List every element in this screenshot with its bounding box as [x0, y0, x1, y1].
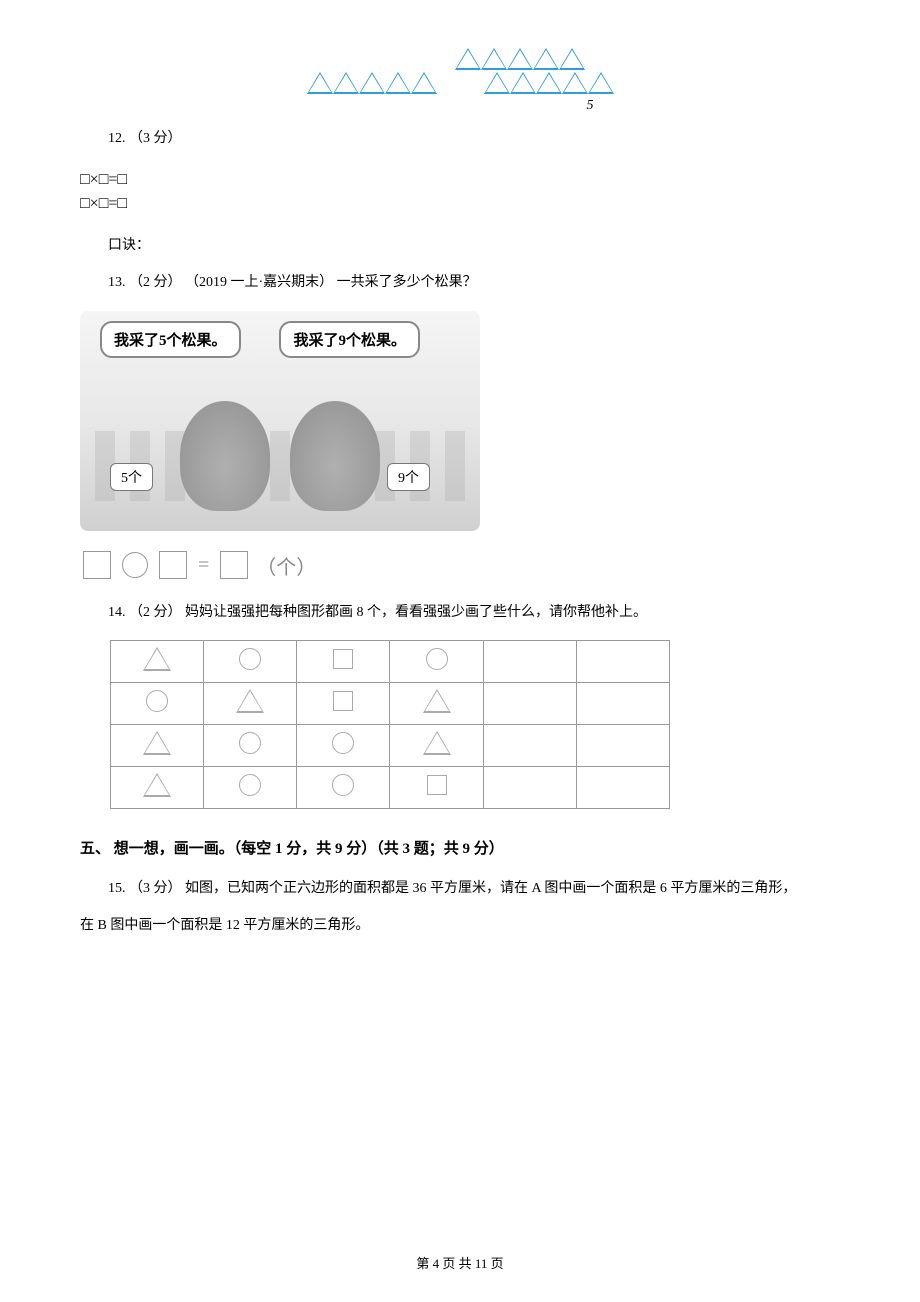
sign-left: 5个: [110, 463, 153, 491]
q14-header: 14. （2 分） 妈妈让强强把每种图形都画 8 个，看看强强少画了些什么，请你…: [80, 600, 840, 625]
q14-number: 14.: [108, 605, 126, 620]
table-cell: [576, 766, 669, 808]
table-cell: [297, 640, 390, 682]
eq-box-1: [83, 551, 111, 579]
eq-op-circle: [122, 552, 148, 578]
table-cell: [204, 766, 297, 808]
table-cell: [111, 766, 204, 808]
table-cell: [204, 640, 297, 682]
table-cell: [483, 766, 576, 808]
q13-points: （2 分）: [129, 275, 182, 290]
table-row: [111, 640, 670, 682]
table-cell: [576, 640, 669, 682]
tri-row-top: [80, 50, 840, 72]
table-row: [111, 682, 670, 724]
q14-points: （2 分）: [129, 605, 182, 620]
table-cell: [390, 766, 483, 808]
table-cell: [483, 724, 576, 766]
q13-illustration: 我采了5个松果。 我采了9个松果。 5个 9个: [80, 311, 480, 531]
table-cell: [111, 682, 204, 724]
table-cell: [297, 682, 390, 724]
table-cell: [297, 724, 390, 766]
eq-unit: （个）: [256, 557, 316, 579]
q12-number: 12.: [108, 131, 126, 146]
table-cell: [390, 682, 483, 724]
q13-equation: = （个）: [80, 551, 840, 580]
table-cell: [576, 724, 669, 766]
triangles-figure: 5: [80, 50, 840, 114]
q14-text: 妈妈让强强把每种图形都画 8 个，看看强强少画了些什么，请你帮他补上。: [185, 605, 647, 620]
squirrel-1: [180, 401, 270, 511]
q15-line1: 15. （3 分） 如图，已知两个正六边形的面积都是 36 平方厘米，请在 A …: [80, 876, 840, 901]
q12-header: 12. （3 分）: [80, 126, 840, 151]
q13-source: （2019 一上·嘉兴期末）: [185, 275, 333, 290]
figure-label-5: 5: [340, 98, 840, 114]
speech-right: 我采了9个松果。: [279, 321, 420, 358]
squirrel-2: [290, 401, 380, 511]
q12-points: （3 分）: [129, 131, 182, 146]
table-cell: [390, 724, 483, 766]
q12-formula-2: □×□=□: [80, 195, 840, 213]
table-cell: [204, 724, 297, 766]
table-row: [111, 724, 670, 766]
q15-text1: 如图，已知两个正六边形的面积都是 36 平方厘米，请在 A 图中画一个面积是 6…: [185, 881, 796, 896]
q12-koujue: 口诀：: [80, 233, 840, 258]
q13-text: 一共采了多少个松果？: [337, 275, 477, 290]
q13-number: 13.: [108, 275, 126, 290]
table-cell: [111, 724, 204, 766]
table-cell: [576, 682, 669, 724]
table-cell: [111, 640, 204, 682]
q14-shapes-table: [110, 640, 670, 809]
sign-right: 9个: [387, 463, 430, 491]
table-cell: [390, 640, 483, 682]
q15-points: （3 分）: [129, 881, 182, 896]
section-5-title: 五、 想一想，画一画。（每空 1 分，共 9 分）（共 3 题；共 9 分）: [80, 837, 840, 858]
speech-left: 我采了5个松果。: [100, 321, 241, 358]
table-cell: [483, 682, 576, 724]
eq-box-3: [220, 551, 248, 579]
table-cell: [297, 766, 390, 808]
q12-formula-block: □×□=□ □×□=□: [80, 171, 840, 213]
table-row: [111, 766, 670, 808]
tri-row-bottom: [80, 74, 840, 96]
eq-box-2: [159, 551, 187, 579]
q15-number: 15.: [108, 881, 126, 896]
q13-header: 13. （2 分） （2019 一上·嘉兴期末） 一共采了多少个松果？: [80, 270, 840, 295]
table-cell: [483, 640, 576, 682]
page-footer: 第 4 页 共 11 页: [0, 1253, 920, 1272]
q12-formula-1: □×□=□: [80, 171, 840, 189]
q15-line2: 在 B 图中画一个面积是 12 平方厘米的三角形。: [80, 913, 840, 938]
table-cell: [204, 682, 297, 724]
